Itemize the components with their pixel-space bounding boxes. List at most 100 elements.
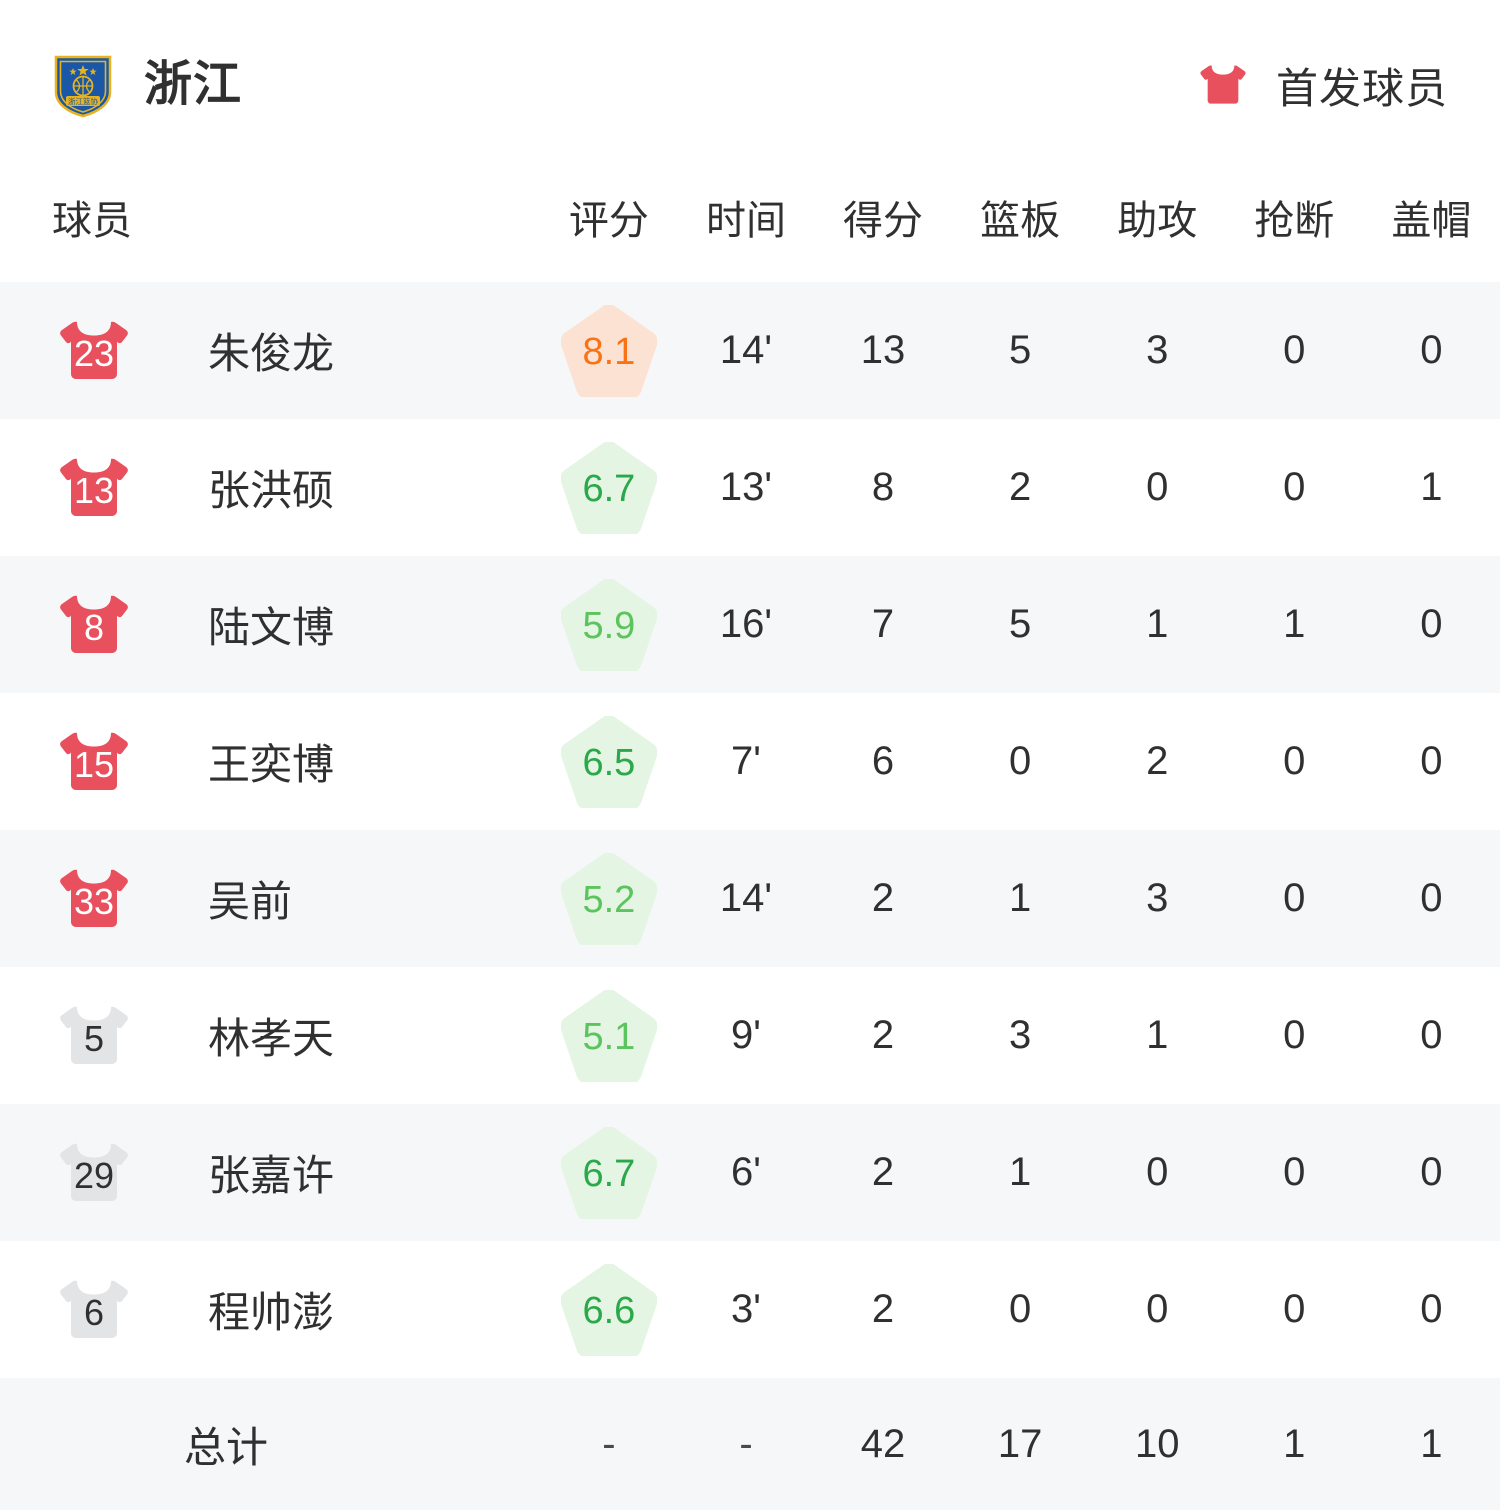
table-row[interactable]: 33 吴前 5.2 14' 2 1 3 0 0 bbox=[0, 830, 1500, 967]
rating-cell: 6.7 bbox=[540, 1104, 677, 1241]
points-cell: 6 bbox=[871, 739, 895, 783]
minutes-cell: 14' bbox=[719, 328, 773, 372]
player-name[interactable]: 吴前 bbox=[208, 878, 293, 925]
jersey-number: 6 bbox=[83, 1291, 105, 1333]
assists-cell: 2 bbox=[1146, 739, 1169, 783]
assists-cell: 0 bbox=[1146, 1150, 1169, 1194]
rebounds-cell: 1 bbox=[1009, 1150, 1032, 1194]
rating-badge: 8.1 bbox=[560, 304, 657, 397]
points-cell: 8 bbox=[871, 465, 895, 509]
assists-cell: 3 bbox=[1146, 876, 1169, 920]
player-cell[interactable]: 5 林孝天 bbox=[0, 967, 540, 1104]
column-header-blocks[interactable]: 盖帽 bbox=[1362, 170, 1500, 282]
steals-cell: 0 bbox=[1283, 1013, 1306, 1057]
rating-value: 6.7 bbox=[582, 1152, 636, 1195]
column-header-player[interactable]: 球员 bbox=[0, 170, 541, 282]
rating-cell: 5.9 bbox=[540, 556, 677, 693]
table-row[interactable]: 8 陆文博 5.9 16' 7 5 1 1 0 bbox=[0, 556, 1500, 693]
player-cell[interactable]: 15 王奕博 bbox=[0, 693, 540, 830]
steals-cell: 0 bbox=[1283, 739, 1306, 783]
assists-cell: 0 bbox=[1146, 1287, 1169, 1331]
table-row[interactable]: 15 王奕博 6.5 7' 6 0 2 0 0 bbox=[0, 693, 1500, 830]
table-row[interactable]: 13 张洪硕 6.7 13' 8 2 0 0 1 bbox=[0, 419, 1500, 556]
table-row[interactable]: 29 张嘉许 6.7 6' 2 1 0 0 0 bbox=[0, 1104, 1500, 1241]
jersey-number: 23 bbox=[73, 332, 115, 374]
team-identity: 浙江篮协 浙江 bbox=[52, 52, 242, 118]
player-cell[interactable]: 29 张嘉许 bbox=[0, 1104, 540, 1241]
steals-cell: 0 bbox=[1283, 876, 1306, 920]
jersey-number: 5 bbox=[83, 1017, 105, 1059]
minutes-cell: 6' bbox=[731, 1150, 761, 1194]
totals-steals-cell: 1 bbox=[1283, 1421, 1306, 1466]
player-stats-table: 球员 评分 时间 得分 篮板 助攻 抢断 盖帽 23 朱俊龙 8.1 14' 13 5 3 0… bbox=[0, 170, 1500, 1510]
starter-legend-label: 首发球员 bbox=[1275, 64, 1448, 112]
player-cell[interactable]: 33 吴前 bbox=[0, 830, 540, 967]
player-name[interactable]: 朱俊龙 bbox=[208, 330, 335, 377]
rating-value: 6.5 bbox=[582, 741, 636, 784]
jersey-icon: 33 bbox=[52, 858, 136, 940]
rating-value: 5.1 bbox=[582, 1015, 636, 1058]
totals-row: 总计 - - 42 17 10 1 1 bbox=[0, 1378, 1500, 1510]
totals-assists-cell: 10 bbox=[1134, 1421, 1180, 1466]
blocks-cell: 0 bbox=[1420, 602, 1443, 646]
column-header-rating[interactable]: 评分 bbox=[540, 170, 678, 282]
rating-value: 6.7 bbox=[582, 467, 636, 510]
minutes-cell: 3' bbox=[731, 1287, 761, 1331]
column-header-minutes[interactable]: 时间 bbox=[677, 170, 815, 282]
rating-badge: 6.6 bbox=[560, 1263, 657, 1356]
column-header-rebounds[interactable]: 篮板 bbox=[951, 170, 1089, 282]
rebounds-cell: 1 bbox=[1009, 876, 1032, 920]
column-header-points[interactable]: 得分 bbox=[814, 170, 952, 282]
jersey-number: 29 bbox=[73, 1154, 115, 1196]
rating-cell: 6.6 bbox=[540, 1241, 677, 1378]
player-name[interactable]: 陆文博 bbox=[208, 604, 335, 651]
totals-blocks-cell: 1 bbox=[1420, 1421, 1443, 1466]
player-name[interactable]: 张洪硕 bbox=[208, 467, 335, 514]
player-cell[interactable]: 8 陆文博 bbox=[0, 556, 540, 693]
steals-cell: 1 bbox=[1283, 602, 1306, 646]
minutes-cell: 9' bbox=[731, 1013, 761, 1057]
jersey-icon: 5 bbox=[52, 995, 136, 1077]
jersey-icon: 29 bbox=[52, 1132, 136, 1214]
team-name: 浙江 bbox=[144, 58, 243, 111]
player-name[interactable]: 王奕博 bbox=[208, 741, 335, 788]
player-name[interactable]: 林孝天 bbox=[208, 1015, 335, 1062]
minutes-cell: 14' bbox=[719, 876, 773, 920]
table-row[interactable]: 5 林孝天 5.1 9' 2 3 1 0 0 bbox=[0, 967, 1500, 1104]
player-cell[interactable]: 13 张洪硕 bbox=[0, 419, 540, 556]
rating-value: 8.1 bbox=[582, 330, 636, 373]
table-row[interactable]: 6 程帅澎 6.6 3' 2 0 0 0 0 bbox=[0, 1241, 1500, 1378]
player-name[interactable]: 张嘉许 bbox=[208, 1152, 335, 1199]
svg-text:浙江篮协: 浙江篮协 bbox=[68, 96, 98, 106]
player-name[interactable]: 程帅澎 bbox=[208, 1289, 335, 1336]
minutes-cell: 7' bbox=[731, 739, 761, 783]
player-cell[interactable]: 23 朱俊龙 bbox=[0, 282, 540, 419]
totals-rebounds-cell: 17 bbox=[997, 1421, 1043, 1466]
points-cell: 2 bbox=[871, 1013, 895, 1057]
column-header-steals[interactable]: 抢断 bbox=[1225, 170, 1363, 282]
table-row[interactable]: 23 朱俊龙 8.1 14' 13 5 3 0 0 bbox=[0, 282, 1500, 419]
rating-badge: 6.7 bbox=[560, 1126, 657, 1219]
rating-value: 5.9 bbox=[582, 604, 636, 647]
steals-cell: 0 bbox=[1283, 465, 1306, 509]
rating-badge: 5.9 bbox=[560, 578, 657, 671]
blocks-cell: 1 bbox=[1420, 465, 1443, 509]
team-header: 浙江篮协 浙江 首发球员 bbox=[0, 0, 1500, 170]
totals-points-cell: 42 bbox=[860, 1421, 906, 1466]
steals-cell: 0 bbox=[1283, 328, 1306, 372]
jersey-number: 15 bbox=[73, 743, 115, 785]
rating-badge: 5.1 bbox=[560, 989, 657, 1082]
blocks-cell: 0 bbox=[1420, 739, 1443, 783]
blocks-cell: 0 bbox=[1420, 328, 1443, 372]
rebounds-cell: 0 bbox=[1009, 1287, 1032, 1331]
player-cell[interactable]: 6 程帅澎 bbox=[0, 1241, 540, 1378]
jersey-icon: 15 bbox=[52, 721, 136, 803]
points-cell: 7 bbox=[871, 602, 895, 646]
rating-cell: 5.1 bbox=[540, 967, 677, 1104]
jersey-icon bbox=[1196, 59, 1250, 111]
rebounds-cell: 5 bbox=[1009, 602, 1032, 646]
column-header-assists[interactable]: 助攻 bbox=[1088, 170, 1226, 282]
rebounds-cell: 5 bbox=[1009, 328, 1032, 372]
blocks-cell: 0 bbox=[1420, 1150, 1443, 1194]
assists-cell: 1 bbox=[1146, 1013, 1169, 1057]
